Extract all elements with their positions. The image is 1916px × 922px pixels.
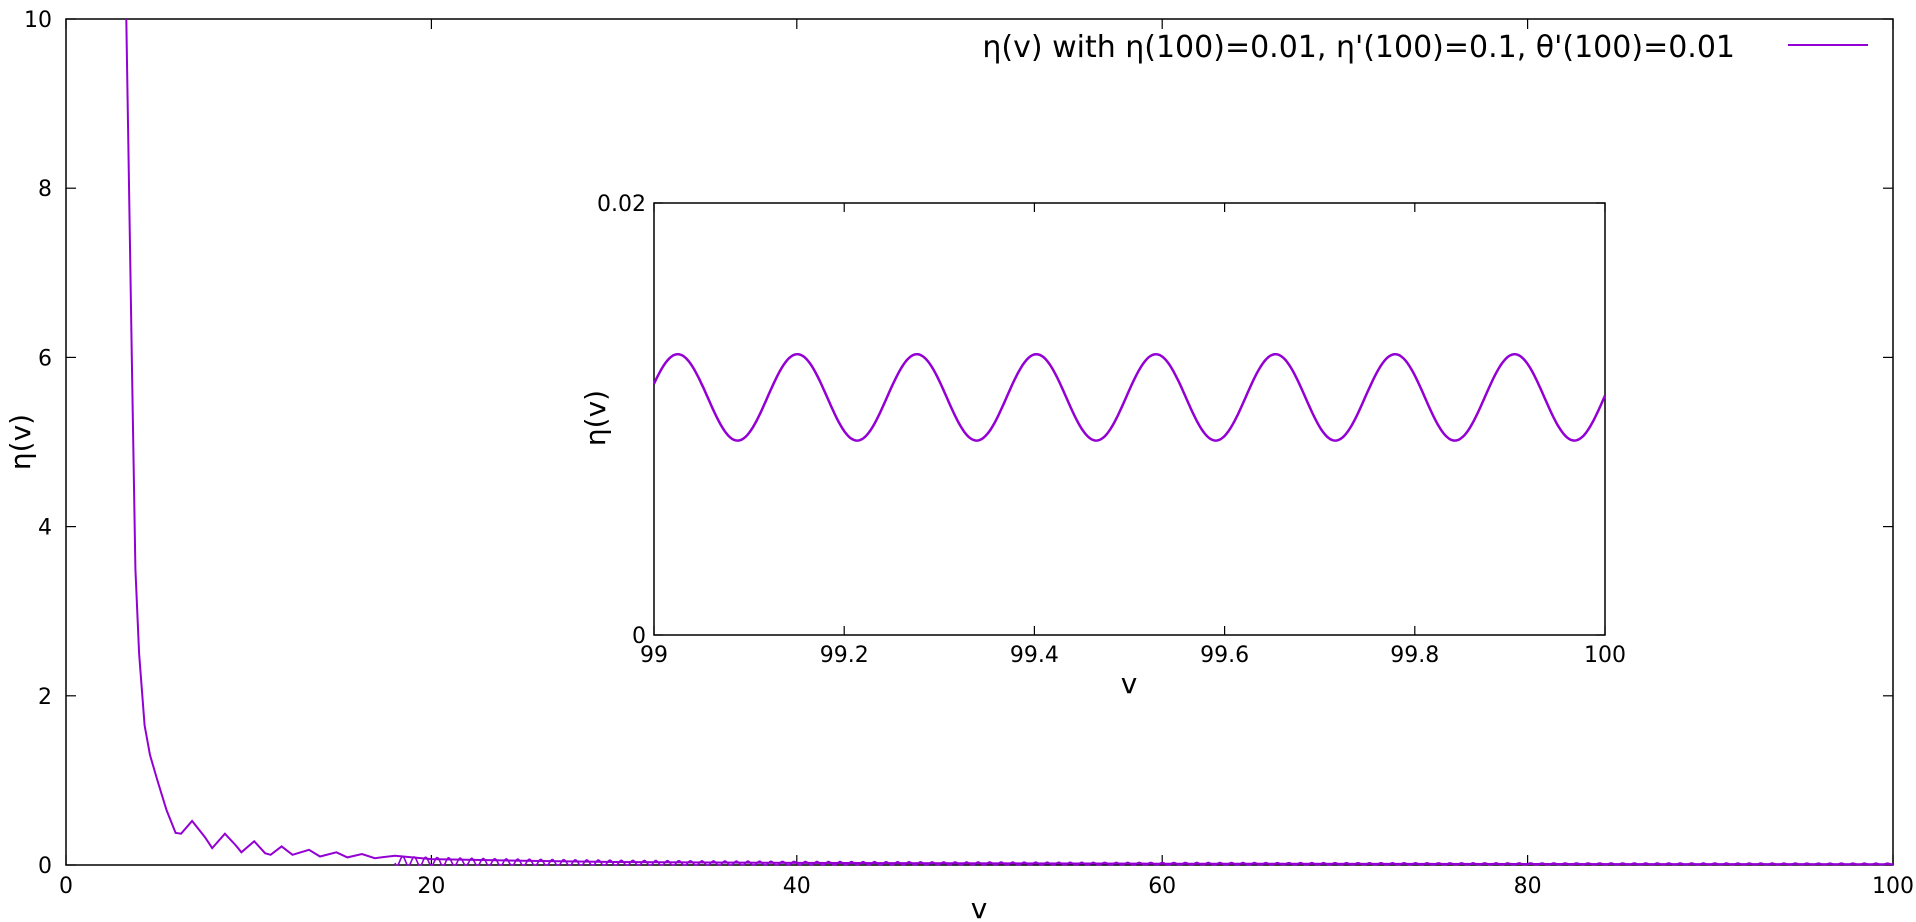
inset-y-axis-label: η(v) [579,390,612,446]
legend-entry-label: η(v) with η(100)=0.01, η'(100)=0.1, θ'(1… [982,30,1735,65]
main-x-tick-label: 0 [59,874,73,899]
main-x-tick-label: 100 [1872,874,1914,899]
main-y-tick-label: 4 [38,516,52,541]
main-x-tick-label: 60 [1148,874,1176,899]
main-x-tick-label: 40 [783,874,811,899]
main-x-tick-label: 80 [1514,874,1542,899]
inset-plot: 99 99.2 99.4 99.6 99.8 100 0 0.02 v η(v) [579,192,1626,700]
main-y-tick-label: 2 [38,685,52,710]
main-y-axis-label: η(v) [4,414,37,470]
inset-y-tick-label: 0 [632,624,646,649]
legend: η(v) with η(100)=0.01, η'(100)=0.1, θ'(1… [982,30,1868,65]
inset-y-tick-label: 0.02 [597,192,646,217]
inset-ticks: 99 99.2 99.4 99.6 99.8 100 0 0.02 [597,192,1626,668]
inset-plot-frame [653,202,1606,636]
inset-x-tick-label: 99.8 [1390,643,1439,668]
inset-x-tick-label: 99.6 [1200,643,1249,668]
inset-x-tick-label: 99.4 [1010,643,1059,668]
main-ticks: 0 20 40 60 80 100 0 2 4 6 8 10 [24,8,1914,899]
inset-x-tick-label: 99 [640,643,668,668]
inset-x-axis-label: v [1121,667,1138,700]
main-y-tick-label: 6 [38,346,52,371]
main-plot: 0 20 40 60 80 100 0 2 4 6 8 10 v η(v) η(v) with η(1… [4,8,1914,922]
main-y-tick-label: 10 [24,8,52,33]
main-x-tick-label: 20 [417,874,445,899]
inset-x-tick-label: 100 [1584,643,1626,668]
main-y-tick-label: 8 [38,177,52,202]
main-x-axis-label: v [971,892,988,922]
inset-data-series [652,352,1607,442]
main-plot-frame [65,18,1894,866]
inset-x-tick-label: 99.2 [820,643,869,668]
main-data-series-tail-oscillation [394,855,1894,866]
main-y-tick-label: 0 [38,854,52,879]
